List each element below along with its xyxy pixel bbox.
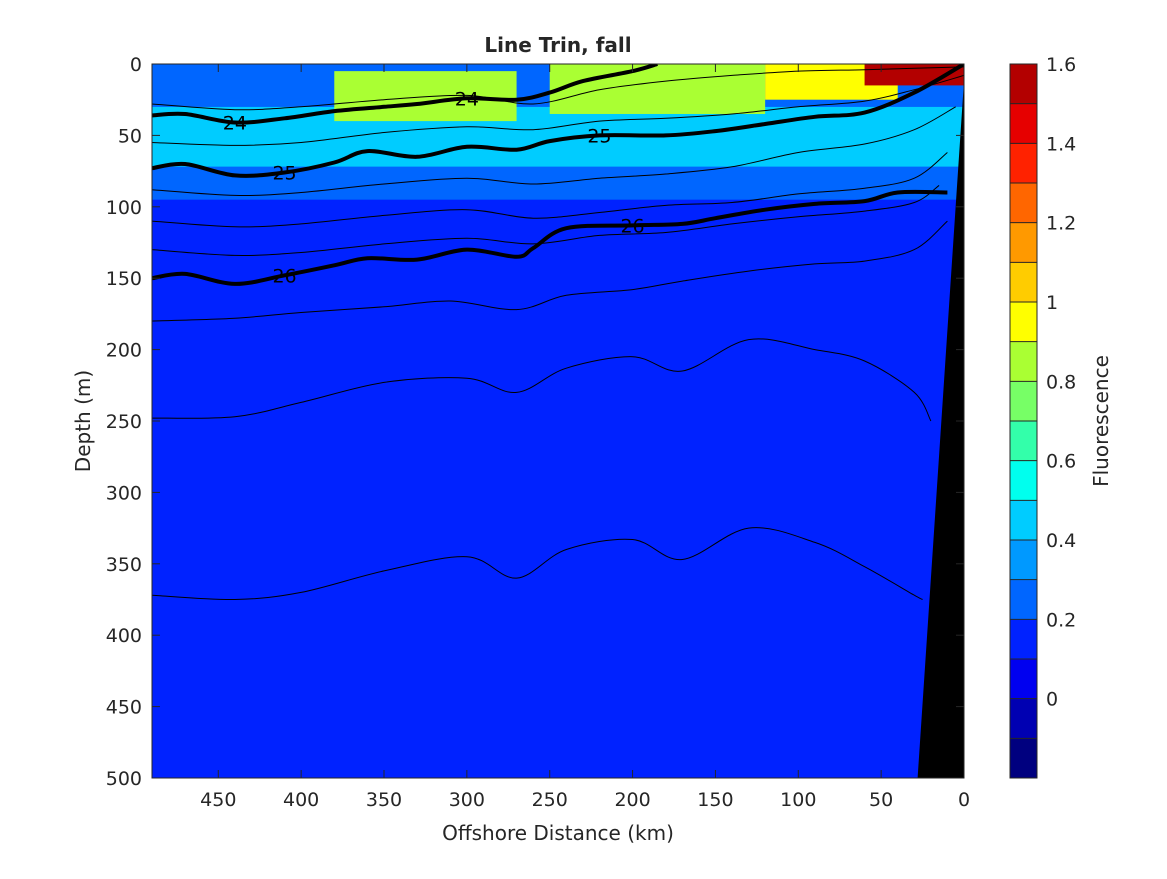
contour-label-24-0: 24 [223,113,247,135]
chart-title: Line Trin, fall [484,33,631,57]
colorbar-swatch [1010,262,1037,303]
x-tick-label: 450 [200,789,236,811]
seafloor-bathymetry [917,64,964,778]
y-tick-label: 350 [106,554,142,576]
colorbar-swatch [1010,143,1037,184]
colorbar-tick-label: 0.8 [1046,371,1076,393]
colorbar-swatch [1010,500,1037,541]
bold-contour-25 [152,64,964,178]
x-tick-label: 300 [449,789,485,811]
colorbar-tick-label: 1.4 [1046,133,1076,155]
colorbar-swatch [1010,698,1037,739]
thin-contour-2 [152,527,923,601]
colorbar-swatch [1010,421,1037,462]
y-tick-label: 450 [106,697,142,719]
colorbar-swatch [1010,103,1037,144]
colorbar-swatch [1010,540,1037,581]
colorbar-tick-label: 1.2 [1046,213,1076,235]
colorbar-tick-label: 0.4 [1046,530,1076,552]
thin-contour-7 [152,184,940,256]
colorbar-tick-label: 0 [1046,689,1058,711]
contour-label-25-1: 25 [587,125,611,147]
y-axis-label: Depth (m) [71,370,95,472]
bold-contour-26 [152,189,948,286]
thin-contour-6 [152,152,948,228]
colorbar: 0 0.2 0.4 0.6 0.8 1 1.2 1.4 1.6 [1009,54,1076,779]
thin-contour-0 [152,220,948,322]
x-tick-label: 350 [366,789,402,811]
x-tick-label: 50 [869,789,893,811]
fluorescence-patch-4 [549,64,766,114]
y-tick-label: 200 [106,340,142,362]
y-tick-label: 100 [106,197,142,219]
colorbar-swatch [1010,64,1037,105]
thin-contour-5 [152,106,956,196]
y-tick-label: 150 [106,268,142,290]
colorbar-swatch [1010,738,1037,779]
x-tick-label: 400 [283,789,319,811]
y-axis: 0 50 100 150 200 250 300 350 400 450 500 [106,54,964,790]
x-axis-label: Offshore Distance (km) [442,821,674,845]
contour-label-26-1: 26 [620,215,644,237]
colorbar-swatch [1010,460,1037,501]
fluorescence-patch-3 [334,71,517,122]
contour-label-26-0: 26 [272,265,296,287]
colorbar-swatch [1010,183,1037,224]
colorbar-swatch [1010,659,1037,700]
x-tick-label: 0 [958,789,970,811]
thin-contour-4 [152,74,964,146]
colorbar-swatch [1010,619,1037,660]
thin-contour-1 [152,338,932,422]
colorbar-label: Fluorescence [1089,355,1113,487]
x-tick-label: 100 [780,789,816,811]
y-tick-label: 500 [106,768,142,790]
x-axis: 450 400 350 300 250 200 150 100 50 0 [200,64,970,811]
x-tick-label: 200 [614,789,650,811]
y-tick-label: 0 [130,54,142,76]
colorbar-swatch [1010,381,1037,422]
contour-label-25-0: 25 [272,163,296,185]
colorbar-swatch [1010,341,1037,382]
contour-label-24-1: 24 [455,88,479,110]
bold-contour-24 [152,64,658,125]
plot-area: 24 24 25 25 26 26 [152,64,964,778]
y-tick-label: 300 [106,482,142,504]
colorbar-swatch [1010,579,1037,620]
colorbar-swatch [1010,222,1037,263]
colorbar-tick-label: 0.6 [1046,451,1076,473]
thin-contour-3 [152,66,964,111]
colorbar-swatch [1010,302,1037,343]
y-tick-label: 400 [106,625,142,647]
colorbar-tick-label: 0.2 [1046,609,1076,631]
y-tick-label: 50 [118,125,142,147]
colorbar-tick-label: 1 [1046,292,1058,314]
x-tick-label: 250 [532,789,568,811]
colorbar-tick-label: 1.6 [1046,54,1076,76]
y-tick-label: 250 [106,411,142,433]
x-tick-label: 150 [697,789,733,811]
